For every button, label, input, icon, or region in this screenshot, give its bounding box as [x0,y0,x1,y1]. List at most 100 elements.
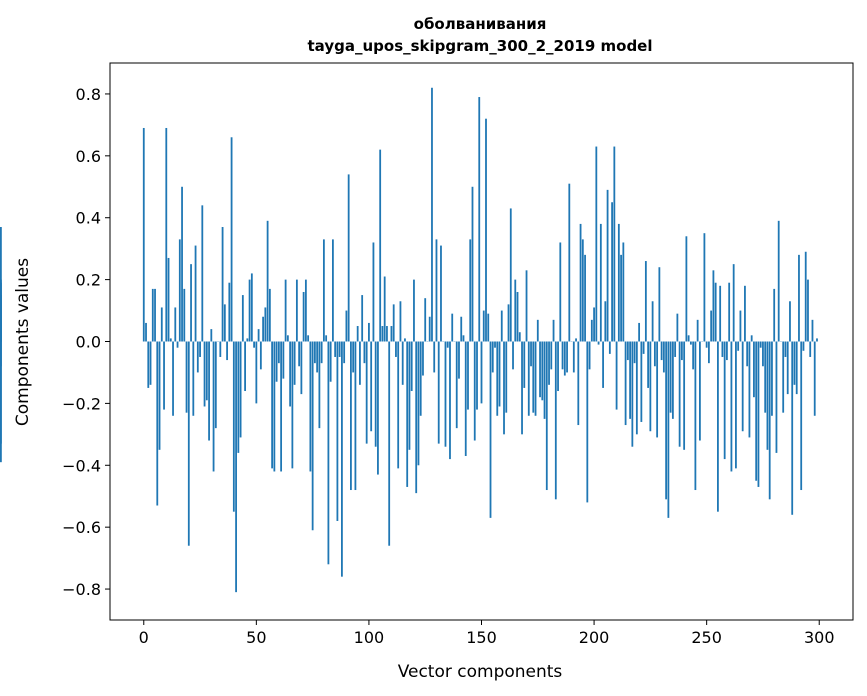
bar [271,341,274,469]
bar [455,341,458,429]
bar [356,326,359,342]
bar [543,341,546,419]
bar [705,341,708,348]
bar [539,341,541,398]
bar [476,341,478,410]
bar [498,341,501,407]
bar [807,279,809,342]
bar [471,186,474,342]
bar [235,341,237,593]
bar [318,341,321,429]
bar [174,307,177,342]
bar [214,341,217,429]
bar [615,341,618,410]
bar [226,341,228,361]
bar [449,341,451,460]
bar [0,282,2,342]
bar [446,341,449,348]
x-tick-label: 100 [354,628,385,647]
bar [196,341,199,373]
bar [653,341,656,367]
bar [293,341,296,385]
bar [395,341,397,357]
bar [169,338,172,342]
bar [590,319,593,342]
bar [244,341,246,392]
bar [309,341,312,472]
bar [316,341,319,373]
bar [680,341,683,361]
bar [277,341,280,364]
bar [262,316,264,342]
bar [167,257,170,342]
bar [561,341,564,370]
bar [633,341,636,364]
bar [782,341,785,413]
bar [617,223,620,342]
bar [577,341,580,426]
bar [259,341,262,370]
y-axis: −0.8 −0.6 −0.4 −0.2 0.0 0.2 0.4 0.6 0.8 [62,85,110,599]
bar [221,227,224,342]
bar [523,341,526,388]
bar [566,341,568,373]
x-axis-label: Vector components [398,662,563,682]
bar [773,288,776,342]
bar [343,341,346,364]
chart-subtitle: tayga_upos_skipgram_300_2_2019 model [308,37,653,55]
bar [748,341,751,438]
bar [377,341,379,475]
bar [440,245,442,342]
bar [505,341,508,413]
bar [579,223,582,342]
bar [374,341,377,447]
bar [721,341,724,357]
bar [604,301,607,342]
chart-title: оболванивания [414,15,547,33]
bar [710,310,713,342]
y-tick-label: 0.4 [76,209,101,228]
bar [451,313,454,342]
bar [602,341,604,388]
x-tick-label: 300 [804,628,835,647]
bar [557,341,559,392]
bar [264,307,267,342]
bar [791,341,794,515]
x-tick-label: 200 [579,628,610,647]
bar [478,97,481,342]
bar [665,341,668,500]
bar [699,341,701,441]
bar [798,254,800,342]
bar [219,341,222,357]
bar [462,335,465,342]
bar [304,279,307,342]
bar [800,341,803,491]
y-tick-label: 0.6 [76,147,101,166]
bar [764,341,767,413]
bar [597,341,600,345]
bar [662,341,665,373]
bar [548,341,550,385]
bar [467,341,469,410]
bar [813,341,816,416]
bar [345,310,348,342]
x-tick-label: 150 [466,628,497,647]
bar [753,341,755,398]
bar [147,341,150,388]
bar [732,264,735,342]
bar [635,341,638,435]
bar [509,208,512,342]
bar [320,341,323,364]
bar [365,341,368,444]
bar [735,341,737,469]
bar [181,186,183,342]
bar [494,341,496,348]
bar [246,338,249,342]
bar [408,341,411,450]
bar [568,183,571,342]
bar [338,341,341,357]
bar [692,341,695,370]
bar [185,341,188,413]
bar [322,239,325,342]
bar [777,220,780,342]
